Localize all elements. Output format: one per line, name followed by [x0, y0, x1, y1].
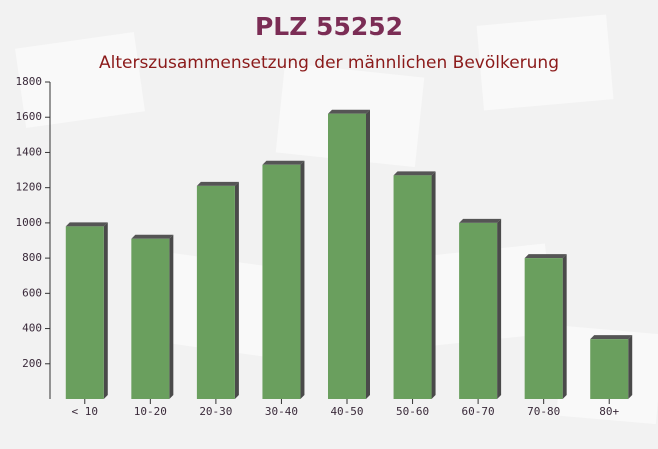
x-tick-label: 50-60	[396, 405, 429, 418]
bar-top	[328, 109, 370, 114]
bar	[65, 226, 104, 399]
bar-side	[300, 160, 305, 399]
x-tick-label: 40-50	[330, 405, 363, 418]
bar-top	[590, 335, 633, 340]
bar-top	[459, 218, 502, 223]
chart-title: PLZ 55252	[255, 12, 403, 41]
bar	[328, 113, 366, 399]
bar-side	[562, 254, 567, 399]
bar-top	[393, 171, 436, 176]
y-tick-label: 800	[22, 251, 42, 264]
y-tick-label: 1000	[16, 216, 43, 229]
bar	[459, 222, 498, 399]
x-tick-label: 30-40	[265, 405, 298, 418]
x-tick-label: < 10	[72, 405, 99, 418]
bar-side	[169, 234, 174, 399]
bar	[131, 238, 170, 399]
y-tick-label: 1600	[16, 110, 43, 123]
bar	[262, 164, 301, 399]
y-tick-label: 600	[22, 286, 42, 299]
bar	[393, 175, 432, 399]
x-tick-label: 80+	[599, 405, 619, 418]
bar-side	[366, 109, 370, 399]
y-tick-label: 1200	[16, 181, 43, 194]
bar-top	[524, 254, 567, 259]
bar-side	[103, 222, 108, 399]
x-tick-label: 70-80	[527, 405, 560, 418]
bar-top	[131, 234, 174, 239]
y-tick-label: 400	[22, 322, 42, 335]
bar	[196, 185, 235, 399]
x-tick-label: 60-70	[462, 405, 495, 418]
x-tick-label: 20-30	[199, 405, 232, 418]
bar-side	[431, 171, 436, 399]
bar-top	[196, 181, 239, 186]
bar	[524, 258, 563, 399]
y-tick-label: 1800	[16, 75, 43, 88]
bar-side	[497, 218, 502, 399]
bar-top	[262, 160, 305, 165]
y-tick-label: 1400	[16, 145, 43, 158]
bar	[590, 339, 629, 399]
chart-subtitle: Alterszusammensetzung der männlichen Bev…	[99, 53, 559, 73]
y-tick-label: 200	[22, 357, 42, 370]
bar-side	[628, 335, 633, 399]
x-tick-label: 10-20	[134, 405, 167, 418]
bar-top	[65, 222, 108, 227]
bar-side	[234, 181, 239, 399]
